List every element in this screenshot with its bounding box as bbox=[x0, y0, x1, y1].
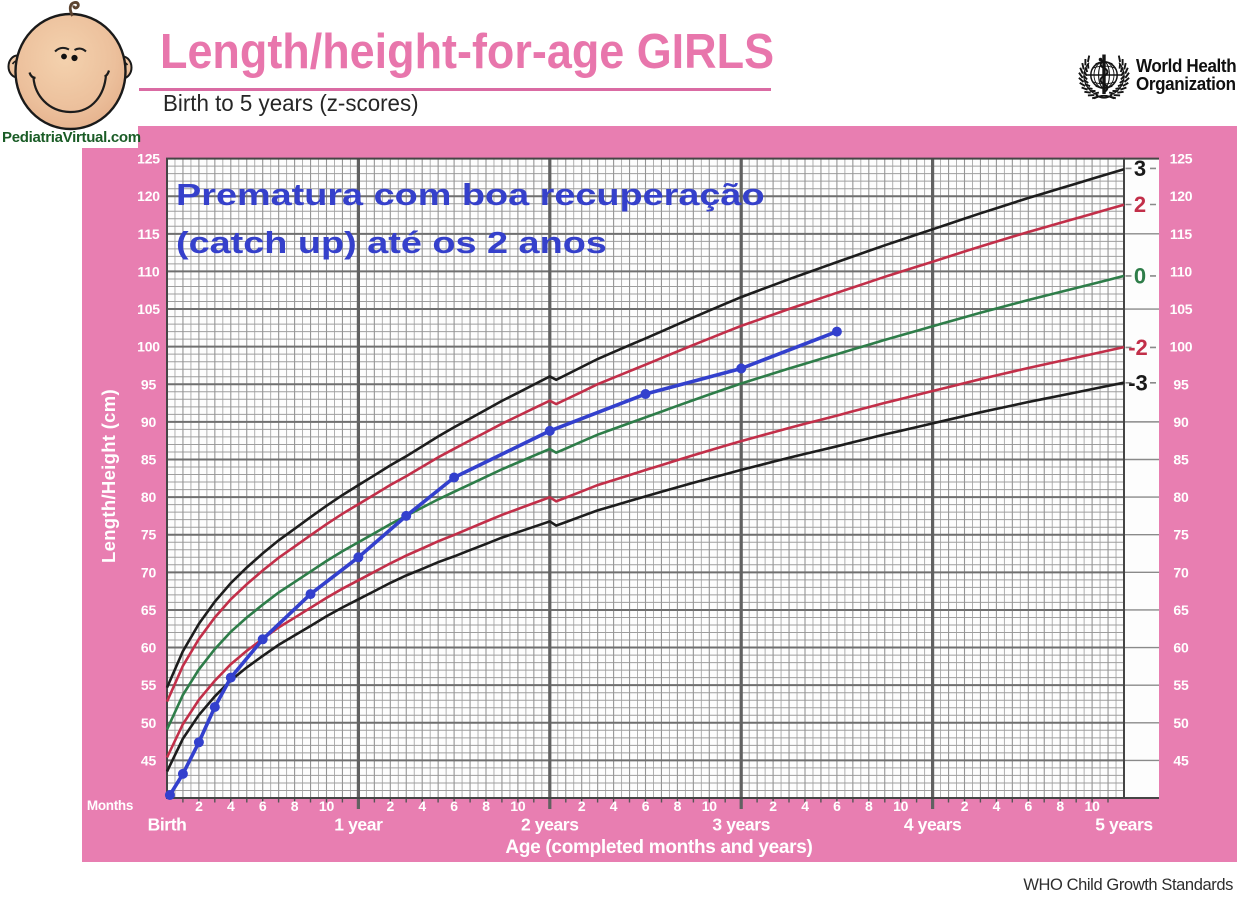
svg-text:Age (completed months and year: Age (completed months and years) bbox=[505, 837, 812, 858]
svg-text:6: 6 bbox=[833, 798, 841, 814]
svg-text:10: 10 bbox=[893, 798, 909, 814]
svg-text:10: 10 bbox=[510, 798, 526, 814]
svg-text:4: 4 bbox=[418, 798, 426, 814]
svg-text:10: 10 bbox=[319, 798, 335, 814]
svg-text:95: 95 bbox=[1173, 376, 1189, 392]
svg-text:2: 2 bbox=[387, 798, 395, 814]
svg-text:100: 100 bbox=[137, 339, 160, 355]
svg-text:6: 6 bbox=[450, 798, 458, 814]
svg-text:110: 110 bbox=[1170, 263, 1192, 279]
svg-text:3: 3 bbox=[1134, 156, 1146, 181]
svg-text:55: 55 bbox=[141, 677, 157, 693]
svg-text:45: 45 bbox=[1173, 752, 1189, 768]
svg-text:105: 105 bbox=[1170, 301, 1193, 317]
svg-text:2: 2 bbox=[961, 798, 969, 814]
svg-text:115: 115 bbox=[138, 226, 160, 242]
svg-text:80: 80 bbox=[1173, 489, 1189, 505]
svg-text:100: 100 bbox=[1170, 339, 1193, 355]
svg-text:65: 65 bbox=[1173, 602, 1189, 618]
svg-text:75: 75 bbox=[141, 527, 157, 543]
svg-text:2: 2 bbox=[1134, 192, 1146, 217]
svg-text:-3: -3 bbox=[1128, 370, 1148, 395]
svg-text:60: 60 bbox=[1173, 640, 1189, 656]
svg-text:8: 8 bbox=[291, 798, 299, 814]
svg-text:2: 2 bbox=[195, 798, 203, 814]
svg-text:45: 45 bbox=[141, 752, 157, 768]
svg-text:Length/Height (cm): Length/Height (cm) bbox=[98, 389, 119, 563]
svg-text:4: 4 bbox=[993, 798, 1001, 814]
svg-text:4: 4 bbox=[227, 798, 235, 814]
svg-text:75: 75 bbox=[1173, 527, 1189, 543]
svg-text:8: 8 bbox=[482, 798, 490, 814]
svg-text:120: 120 bbox=[137, 188, 160, 204]
svg-text:70: 70 bbox=[1173, 564, 1189, 580]
svg-text:60: 60 bbox=[141, 640, 157, 656]
svg-text:6: 6 bbox=[642, 798, 650, 814]
svg-text:3 years: 3 years bbox=[712, 815, 770, 835]
svg-text:4: 4 bbox=[610, 798, 618, 814]
svg-text:2: 2 bbox=[769, 798, 777, 814]
svg-text:6: 6 bbox=[1025, 798, 1033, 814]
svg-text:50: 50 bbox=[1173, 715, 1189, 731]
svg-text:10: 10 bbox=[1085, 798, 1101, 814]
svg-text:-2: -2 bbox=[1128, 335, 1148, 360]
svg-text:Months: Months bbox=[87, 798, 133, 813]
svg-text:5 years: 5 years bbox=[1095, 815, 1153, 835]
svg-text:WHO Child Growth Standards: WHO Child Growth Standards bbox=[1023, 876, 1233, 894]
svg-text:80: 80 bbox=[141, 489, 157, 505]
svg-text:1 year: 1 year bbox=[334, 815, 383, 835]
svg-text:85: 85 bbox=[1173, 452, 1189, 468]
svg-text:0: 0 bbox=[1134, 263, 1146, 288]
svg-text:8: 8 bbox=[865, 798, 873, 814]
svg-text:6: 6 bbox=[259, 798, 267, 814]
svg-text:105: 105 bbox=[137, 301, 160, 317]
svg-text:2: 2 bbox=[578, 798, 586, 814]
svg-text:110: 110 bbox=[138, 263, 160, 279]
svg-text:90: 90 bbox=[1173, 414, 1189, 430]
svg-text:4 years: 4 years bbox=[904, 815, 962, 835]
svg-text:65: 65 bbox=[141, 602, 157, 618]
svg-text:85: 85 bbox=[141, 452, 157, 468]
svg-text:2 years: 2 years bbox=[521, 815, 579, 835]
svg-text:95: 95 bbox=[141, 376, 157, 392]
svg-text:125: 125 bbox=[137, 151, 160, 167]
svg-text:4: 4 bbox=[801, 798, 809, 814]
svg-text:50: 50 bbox=[141, 715, 157, 731]
svg-text:120: 120 bbox=[1170, 188, 1193, 204]
svg-text:Birth: Birth bbox=[148, 815, 187, 835]
svg-text:90: 90 bbox=[141, 414, 157, 430]
svg-text:8: 8 bbox=[674, 798, 682, 814]
svg-text:125: 125 bbox=[1170, 151, 1193, 167]
svg-text:55: 55 bbox=[1173, 677, 1189, 693]
svg-text:70: 70 bbox=[141, 564, 157, 580]
svg-text:115: 115 bbox=[1170, 226, 1192, 242]
svg-text:8: 8 bbox=[1056, 798, 1064, 814]
svg-text:10: 10 bbox=[702, 798, 718, 814]
